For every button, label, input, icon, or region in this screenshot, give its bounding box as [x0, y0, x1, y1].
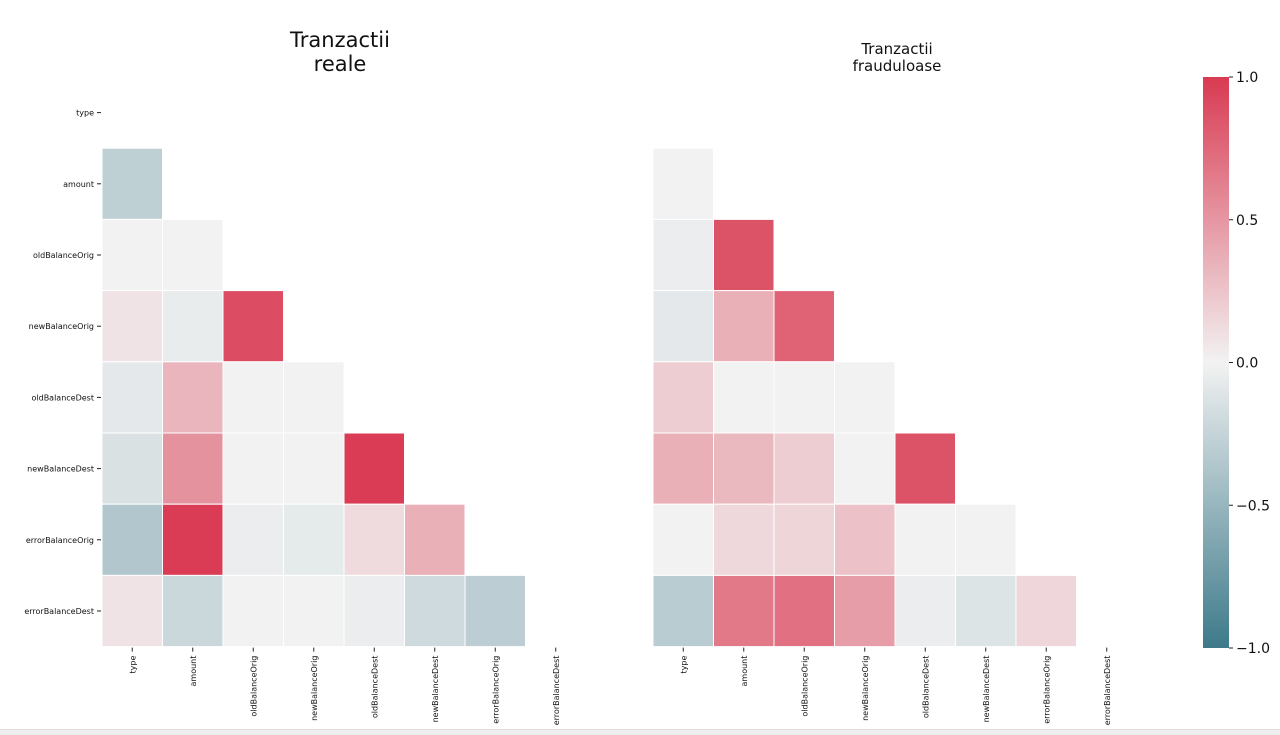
heatmap-cell-reale-newBalanceDest-oldBalanceOrig — [222, 432, 284, 505]
heatmap-cell-reale-errorBalanceOrig-oldBalanceOrig — [222, 503, 284, 576]
y-tick-label-type: type — [76, 109, 94, 118]
heatmap-cell-reale-errorBalanceDest-newBalanceDest — [404, 574, 466, 648]
x-tick-label-frauduloase-oldBalanceOrig: oldBalanceOrig — [800, 656, 809, 717]
x-tick-label-frauduloase-oldBalanceDest: oldBalanceDest — [921, 656, 930, 719]
x-tick-label-reale-type: type — [128, 656, 137, 674]
heatmap-cell-frauduloase-newBalanceDest-type — [652, 432, 714, 505]
y-tick-label-amount: amount — [63, 180, 94, 189]
heatmap-cell-frauduloase-newBalanceOrig-amount — [713, 290, 775, 363]
heatmap-title-reale-line-0: Tranzactii — [289, 28, 390, 52]
heatmap-cell-frauduloase-newBalanceDest-oldBalanceOrig — [773, 432, 835, 505]
colorbar-tick-label-4: −1.0 — [1236, 641, 1270, 657]
heatmap-cell-frauduloase-errorBalanceDest-newBalanceDest — [955, 574, 1017, 648]
heatmap-cell-reale-oldBalanceDest-oldBalanceOrig — [222, 361, 284, 434]
heatmap-cell-reale-errorBalanceDest-newBalanceOrig — [283, 574, 345, 648]
x-tick-label-frauduloase-amount: amount — [740, 656, 749, 687]
heatmap-cell-frauduloase-errorBalanceDest-newBalanceOrig — [834, 574, 896, 648]
heatmap-cell-frauduloase-errorBalanceDest-amount — [713, 574, 775, 648]
heatmap-cell-reale-errorBalanceDest-amount — [162, 574, 224, 648]
x-tick-label-reale-oldBalanceDest: oldBalanceDest — [370, 656, 379, 719]
heatmap-cell-reale-newBalanceOrig-type — [101, 290, 163, 363]
heatmap-cell-reale-errorBalanceOrig-oldBalanceDest — [343, 503, 405, 576]
heatmap-cell-frauduloase-oldBalanceDest-type — [652, 361, 714, 434]
y-tick-label-errorBalanceDest: errorBalanceDest — [24, 607, 94, 616]
x-tick-label-frauduloase-errorBalanceDest: errorBalanceDest — [1103, 656, 1112, 726]
heatmap-cell-reale-newBalanceDest-amount — [162, 432, 224, 505]
x-tick-label-reale-errorBalanceDest: errorBalanceDest — [552, 656, 561, 726]
colorbar-tick-label-3: −0.5 — [1236, 498, 1270, 514]
x-tick-label-frauduloase-newBalanceDest: newBalanceDest — [982, 656, 991, 723]
heatmap-cell-frauduloase-newBalanceOrig-type — [652, 290, 714, 363]
y-tick-label-newBalanceDest: newBalanceDest — [27, 465, 94, 474]
heatmap-cell-frauduloase-errorBalanceDest-oldBalanceOrig — [773, 574, 835, 648]
heatmap-title-frauduloase-line-0: Tranzactii — [860, 40, 932, 58]
heatmap-cell-reale-errorBalanceOrig-newBalanceDest — [404, 503, 466, 576]
heatmap-cell-frauduloase-oldBalanceDest-amount — [713, 361, 775, 434]
heatmap-cell-frauduloase-amount-type — [652, 147, 714, 220]
heatmap-cell-frauduloase-errorBalanceDest-type — [652, 574, 714, 648]
heatmap-cell-frauduloase-errorBalanceOrig-oldBalanceOrig — [773, 503, 835, 576]
heatmap-cell-frauduloase-errorBalanceOrig-oldBalanceDest — [894, 503, 956, 576]
x-tick-label-reale-amount: amount — [189, 656, 198, 687]
y-tick-label-oldBalanceOrig: oldBalanceOrig — [33, 251, 94, 260]
heatmap-cell-reale-oldBalanceDest-amount — [162, 361, 224, 434]
x-tick-label-frauduloase-errorBalanceOrig: errorBalanceOrig — [1042, 656, 1051, 724]
heatmap-cell-frauduloase-errorBalanceOrig-newBalanceOrig — [834, 503, 896, 576]
heatmap-cell-frauduloase-errorBalanceDest-oldBalanceDest — [894, 574, 956, 648]
heatmap-cell-reale-oldBalanceDest-type — [101, 361, 163, 434]
heatmap-cell-reale-newBalanceDest-newBalanceOrig — [283, 432, 345, 505]
x-tick-label-reale-oldBalanceOrig: oldBalanceOrig — [249, 656, 258, 717]
heatmap-cell-reale-newBalanceOrig-oldBalanceOrig — [222, 290, 284, 363]
heatmap-cell-reale-errorBalanceOrig-newBalanceOrig — [283, 503, 345, 576]
heatmap-cell-reale-errorBalanceOrig-amount — [162, 503, 224, 576]
heatmap-cell-reale-errorBalanceDest-oldBalanceDest — [343, 574, 405, 648]
heatmap-cell-reale-errorBalanceDest-type — [101, 574, 163, 648]
bottom-scroll-strip — [0, 729, 1280, 735]
y-tick-label-oldBalanceDest: oldBalanceDest — [32, 393, 95, 402]
heatmap-cell-frauduloase-oldBalanceOrig-type — [652, 218, 714, 292]
heatmap-cell-frauduloase-errorBalanceOrig-amount — [713, 503, 775, 576]
colorbar — [1203, 77, 1229, 648]
heatmap-title-reale-line-1: reale — [314, 52, 367, 76]
heatmap-cell-frauduloase-oldBalanceDest-oldBalanceOrig — [773, 361, 835, 434]
heatmap-cell-reale-oldBalanceOrig-amount — [162, 218, 224, 292]
heatmap-cell-reale-errorBalanceDest-oldBalanceOrig — [222, 574, 284, 648]
x-tick-label-reale-newBalanceDest: newBalanceDest — [431, 656, 440, 723]
heatmap-cell-frauduloase-errorBalanceOrig-newBalanceDest — [955, 503, 1017, 576]
heatmap-cell-reale-newBalanceDest-oldBalanceDest — [343, 432, 405, 505]
x-tick-label-reale-newBalanceOrig: newBalanceOrig — [310, 656, 319, 721]
heatmap-cell-reale-errorBalanceOrig-type — [101, 503, 163, 576]
colorbar-tick-label-2: 0.0 — [1236, 356, 1258, 372]
y-tick-label-errorBalanceOrig: errorBalanceOrig — [26, 536, 94, 545]
heatmap-cell-frauduloase-newBalanceDest-amount — [713, 432, 775, 505]
x-tick-label-frauduloase-type: type — [679, 656, 688, 674]
heatmap-cell-frauduloase-errorBalanceDest-errorBalanceOrig — [1015, 574, 1077, 648]
heatmap-cell-frauduloase-newBalanceOrig-oldBalanceOrig — [773, 290, 835, 363]
heatmap-cell-frauduloase-oldBalanceOrig-amount — [713, 218, 775, 292]
heatmap-title-frauduloase-line-1: frauduloase — [853, 57, 942, 75]
colorbar-tick-label-1: 0.5 — [1236, 213, 1258, 229]
heatmap-cell-reale-errorBalanceDest-errorBalanceOrig — [464, 574, 526, 648]
heatmap-cell-frauduloase-oldBalanceDest-newBalanceOrig — [834, 361, 896, 434]
x-tick-label-frauduloase-newBalanceOrig: newBalanceOrig — [861, 656, 870, 721]
heatmap-cell-frauduloase-newBalanceDest-newBalanceOrig — [834, 432, 896, 505]
heatmap-cell-reale-oldBalanceDest-newBalanceOrig — [283, 361, 345, 434]
x-tick-label-reale-errorBalanceOrig: errorBalanceOrig — [491, 656, 500, 724]
heatmap-cell-frauduloase-newBalanceDest-oldBalanceDest — [894, 432, 956, 505]
y-tick-label-newBalanceOrig: newBalanceOrig — [29, 322, 94, 331]
colorbar-tick-label-0: 1.0 — [1236, 70, 1258, 86]
heatmap-cell-reale-oldBalanceOrig-type — [101, 218, 163, 292]
heatmap-cell-frauduloase-errorBalanceOrig-type — [652, 503, 714, 576]
heatmap-cell-reale-amount-type — [101, 147, 163, 220]
heatmap-cell-reale-newBalanceDest-type — [101, 432, 163, 505]
heatmap-cell-reale-newBalanceOrig-amount — [162, 290, 224, 363]
